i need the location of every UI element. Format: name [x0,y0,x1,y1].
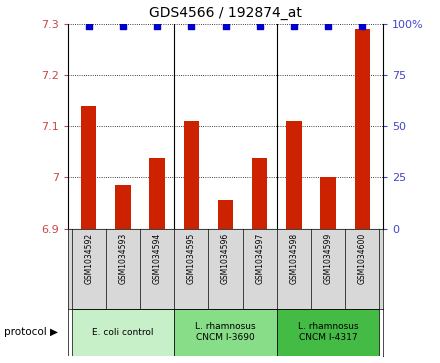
Bar [115,185,131,229]
Title: GDS4566 / 192874_at: GDS4566 / 192874_at [149,6,302,20]
Point [154,23,161,29]
Bar [277,309,379,356]
Point [325,23,332,29]
Point [256,23,263,29]
Bar [218,200,233,229]
Text: protocol ▶: protocol ▶ [4,327,59,337]
Text: GSM1034592: GSM1034592 [84,233,93,284]
Text: GSM1034600: GSM1034600 [358,233,367,284]
Text: GSM1034599: GSM1034599 [323,233,333,284]
Text: GSM1034595: GSM1034595 [187,233,196,284]
Text: L. rhamnosus
CNCM I-3690: L. rhamnosus CNCM I-3690 [195,322,256,342]
Bar [150,158,165,229]
Text: GSM1034593: GSM1034593 [118,233,128,284]
Point [188,23,195,29]
Bar [252,158,268,229]
Bar [286,121,301,229]
Bar [355,29,370,229]
Text: GSM1034594: GSM1034594 [153,233,161,284]
Text: E. coli control: E. coli control [92,328,154,337]
Text: GSM1034598: GSM1034598 [290,233,298,284]
Bar [183,121,199,229]
Point [359,23,366,29]
Text: GSM1034596: GSM1034596 [221,233,230,284]
Text: GSM1034597: GSM1034597 [255,233,264,284]
Bar [81,106,96,229]
Point [290,23,297,29]
Text: L. rhamnosus
CNCM I-4317: L. rhamnosus CNCM I-4317 [298,322,359,342]
Point [119,23,126,29]
Bar [320,178,336,229]
Point [85,23,92,29]
Bar [72,309,174,356]
Bar [174,309,277,356]
Point [222,23,229,29]
